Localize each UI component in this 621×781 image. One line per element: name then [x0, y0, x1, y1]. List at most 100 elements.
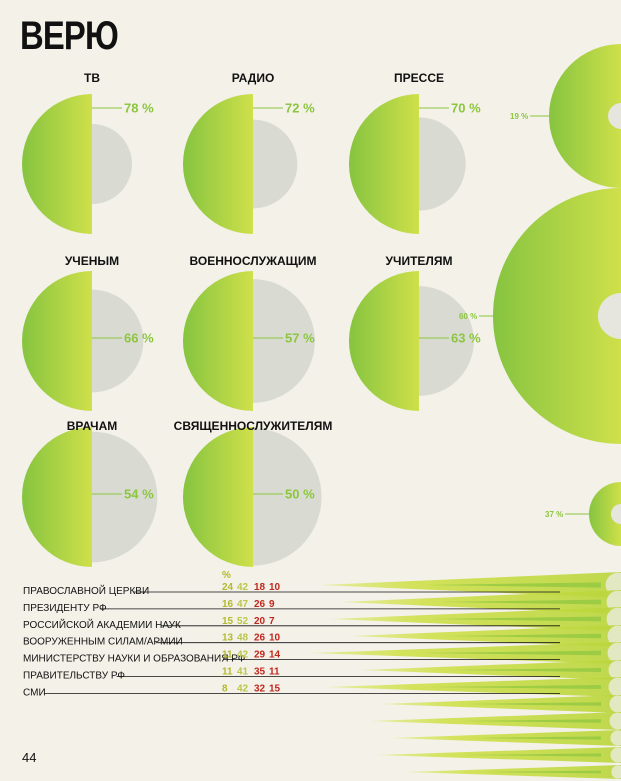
semi-4-label: ВОЕННОСЛУЖАЩИМ	[190, 254, 317, 268]
semi-3-trust-half	[22, 271, 92, 411]
fan-bubble-9	[610, 730, 621, 746]
right-value-label-1: 60 %	[459, 312, 477, 321]
table-cell-2-1: 52	[237, 616, 249, 627]
semi-3-value-label: 66 %	[124, 331, 154, 346]
table-cell-4-3: 14	[269, 650, 281, 661]
table-cell-1-0: 16	[222, 599, 234, 610]
right-circle-core-0	[608, 103, 621, 129]
table-cell-1-1: 47	[237, 599, 249, 610]
semi-1-label: РАДИО	[232, 71, 275, 85]
table-cell-6-0: 8	[222, 683, 228, 694]
semi-7-value-label: 50 %	[285, 487, 315, 502]
semi-0-trust-half	[22, 94, 92, 234]
page-title: ВЕРЮ	[20, 14, 119, 58]
semi-3-label: УЧЕНЫМ	[65, 254, 119, 268]
table-cell-2-0: 15	[222, 616, 234, 627]
semi-7-trust-half	[183, 427, 253, 567]
right-circle-1	[493, 188, 621, 444]
fan-wedge-core-1	[439, 599, 601, 605]
fan-bubble-5	[608, 660, 621, 680]
table-cell-3-2: 26	[254, 633, 266, 644]
right-value-label-2: 37 %	[545, 510, 563, 519]
fan-bubble-11	[611, 765, 621, 779]
table-row-label-0: ПРАВОСЛАВНОЙ ЦЕРКВИ	[23, 584, 149, 597]
semi-4-trust-half	[183, 271, 253, 411]
table-row-label-2: РОССИЙСКОЙ АКАДЕМИИ НАУК	[23, 618, 181, 631]
table-cell-1-2: 26	[254, 599, 266, 610]
table-row-label-3: ВООРУЖЕННЫМ СИЛАМ/АРМИИ	[23, 637, 183, 648]
semi-6-trust-half	[22, 427, 92, 567]
fan-wedge-core-5	[452, 668, 601, 672]
semi-0-label: ТВ	[84, 71, 100, 85]
fan-wedge-core-0	[426, 582, 601, 588]
fan-bubble-2	[606, 607, 621, 631]
table-cell-3-0: 13	[222, 633, 234, 644]
semi-6-value-label: 54 %	[124, 487, 154, 502]
fan-wedge-core-2	[432, 616, 601, 622]
right-circle-core-2	[611, 504, 621, 524]
semi-6-label: ВРАЧАМ	[67, 419, 117, 433]
semi-2-value-label: 70 %	[451, 101, 481, 116]
fan-wedge-core-3	[445, 633, 601, 639]
fan-wedge-core-11	[481, 770, 601, 774]
table-cell-6-2: 32	[254, 683, 266, 694]
fan-bubble-10	[610, 747, 621, 763]
right-circle-2	[589, 482, 621, 546]
table-cell-4-2: 29	[254, 650, 266, 661]
semi-2-rest-half	[419, 117, 466, 211]
table-cell-4-0: 11	[222, 650, 233, 661]
table-cell-3-3: 10	[269, 633, 281, 644]
table-cell-5-2: 35	[254, 667, 266, 678]
semi-2-trust-half	[349, 94, 419, 234]
semi-0-rest-half	[92, 124, 132, 204]
table-row-label-6: СМИ	[23, 687, 46, 698]
semi-5-rest-half	[419, 286, 474, 396]
table-cell-4-1: 42	[237, 650, 249, 661]
fan-wedge-core-7	[465, 702, 601, 706]
fan-bubble-7	[609, 695, 621, 713]
semi-1-trust-half	[183, 94, 253, 234]
semi-7-rest-half	[253, 428, 322, 566]
right-circle-core-1	[597, 292, 621, 340]
table-cell-5-3: 11	[269, 667, 280, 678]
fan-bubble-6	[608, 677, 621, 697]
fan-wedge-core-8	[458, 719, 601, 723]
table-cell-0-0: 24	[222, 582, 234, 593]
fan-wedge-core-6	[429, 685, 601, 689]
fan-bubble-3	[607, 625, 621, 647]
semi-7-label: СВЯЩЕННОСЛУЖИТЕЛЯМ	[174, 419, 333, 433]
fan-bubble-8	[609, 712, 621, 730]
fan-wedge-core-9	[471, 736, 601, 740]
fan-bubble-4	[607, 642, 621, 664]
right-circle-0	[549, 44, 621, 188]
table-row-label-4: МИНИСТЕРСТВУ НАУКИ И ОБРАЗОВАНИЯ РФ	[23, 654, 246, 665]
semi-3-rest-half	[92, 289, 144, 393]
table-cell-0-2: 18	[254, 582, 266, 593]
fan-wedge-core-4	[419, 650, 601, 656]
semi-5-trust-half	[349, 271, 419, 411]
semi-5-label: УЧИТЕЛЯМ	[386, 254, 453, 268]
semi-4-value-label: 57 %	[285, 331, 315, 346]
semi-1-rest-half	[253, 119, 298, 209]
fan-wedge-core-10	[461, 753, 601, 757]
table-cell-0-1: 42	[237, 582, 249, 593]
semi-0-value-label: 78 %	[124, 101, 154, 116]
semi-5-value-label: 63 %	[451, 331, 481, 346]
table-cell-0-3: 10	[269, 582, 281, 593]
table-cell-6-1: 42	[237, 683, 249, 694]
table-cell-5-0: 11	[222, 667, 233, 678]
table-cell-2-3: 7	[269, 616, 275, 627]
semi-1-value-label: 72 %	[285, 101, 315, 116]
table-cell-6-3: 15	[269, 683, 281, 694]
table-unit: %	[222, 570, 231, 581]
page-number: 44	[22, 750, 37, 765]
semi-6-rest-half	[92, 431, 158, 563]
table-cell-1-3: 9	[269, 599, 275, 610]
semi-2-label: ПРЕССЕ	[394, 71, 444, 85]
table-cell-5-1: 41	[237, 667, 249, 678]
table-row-label-1: ПРЕЗИДЕНТУ РФ	[23, 603, 107, 614]
table-cell-3-1: 48	[237, 633, 249, 644]
semi-4-rest-half	[253, 279, 315, 403]
